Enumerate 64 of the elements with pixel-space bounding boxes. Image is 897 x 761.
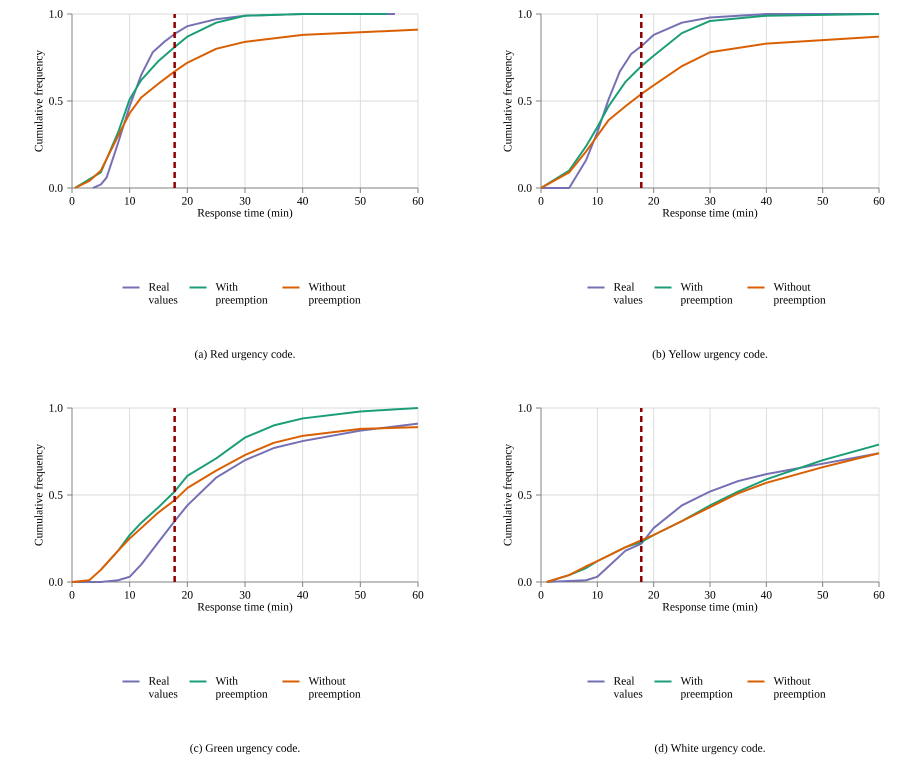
x-tick-label: 30	[240, 197, 250, 205]
legend-label: Real values	[148, 676, 178, 698]
x-tick-label: 20	[182, 197, 193, 205]
x-tick-label: 60	[874, 197, 884, 205]
x-tick-label: 0	[538, 591, 544, 599]
legend-label: Real values	[614, 676, 642, 698]
x-axis-title: Response time (min)	[662, 602, 758, 613]
y-axis-title: Cumulative frequency	[34, 444, 45, 546]
legend-label: Without preemption	[774, 676, 826, 700]
x-tick-label: 10	[592, 591, 603, 599]
y-tick-label: 0.0	[49, 578, 63, 586]
y-tick-label: 0.0	[49, 184, 63, 192]
y-tick-label: 0.5	[49, 491, 63, 499]
legend-label: Without preemption	[774, 282, 826, 306]
x-axis-title: Response time (min)	[198, 208, 292, 219]
y-tick-label: 1.0	[50, 10, 63, 18]
text: (d) White urgency code.	[654, 744, 765, 754]
x-tick-label: 0	[70, 591, 74, 599]
x-axis-title: Response time (min)	[198, 602, 292, 613]
x-tick-label: 40	[760, 591, 772, 599]
x-tick-label: 60	[412, 197, 424, 205]
text: (c) Green urgency code.	[190, 744, 300, 754]
y-tick-label: 0.0	[518, 578, 532, 586]
legend-label: Real values	[148, 282, 178, 304]
legend-label: Without preemption	[308, 676, 360, 700]
legend-label: With preemption	[216, 676, 268, 700]
y-tick-label: 1.0	[518, 10, 532, 18]
y-axis-title: Cumulative frequency	[503, 50, 514, 152]
x-tick-label: 40	[297, 197, 308, 205]
x-tick-label: 50	[818, 197, 828, 205]
y-tick-label: 0.5	[518, 491, 532, 499]
x-tick-label: 20	[182, 591, 193, 599]
x-tick-label: 40	[297, 591, 308, 599]
y-tick-label: 1.0	[518, 404, 532, 412]
x-tick-label: 0	[70, 197, 74, 205]
legend-label: With preemption	[216, 282, 268, 306]
legend-label: Without preemption	[308, 282, 360, 306]
x-tick-label: 50	[355, 197, 366, 205]
x-tick-label: 10	[592, 197, 603, 205]
legend-label: Real values	[614, 282, 642, 304]
text: (a) Red urgency code.	[195, 350, 295, 360]
x-tick-label: 50	[818, 591, 828, 599]
x-tick-label: 20	[648, 591, 659, 599]
x-tick-label: 0	[538, 197, 544, 205]
x-tick-label: 10	[124, 197, 135, 205]
x-tick-label: 60	[412, 591, 424, 599]
y-axis-title: Cumulative frequency	[34, 50, 45, 152]
x-tick-label: 10	[124, 591, 135, 599]
x-tick-label: 40	[760, 197, 772, 205]
y-tick-label: 0.5	[49, 97, 63, 105]
x-tick-label: 20	[648, 197, 659, 205]
text: (b) Yellow urgency code.	[652, 350, 768, 360]
y-tick-label: 1.0	[50, 404, 63, 412]
x-axis-title: Response time (min)	[662, 208, 758, 219]
x-tick-label: 30	[704, 591, 716, 599]
y-tick-label: 0.5	[518, 97, 532, 105]
y-axis-title: Cumulative frequency	[503, 444, 514, 546]
legend-label: With preemption	[680, 282, 733, 306]
x-tick-label: 30	[240, 591, 250, 599]
y-tick-label: 0.0	[518, 184, 532, 192]
x-tick-label: 60	[874, 591, 884, 599]
x-tick-label: 30	[704, 197, 716, 205]
x-tick-label: 50	[355, 591, 366, 599]
legend-label: With preemption	[680, 676, 733, 700]
